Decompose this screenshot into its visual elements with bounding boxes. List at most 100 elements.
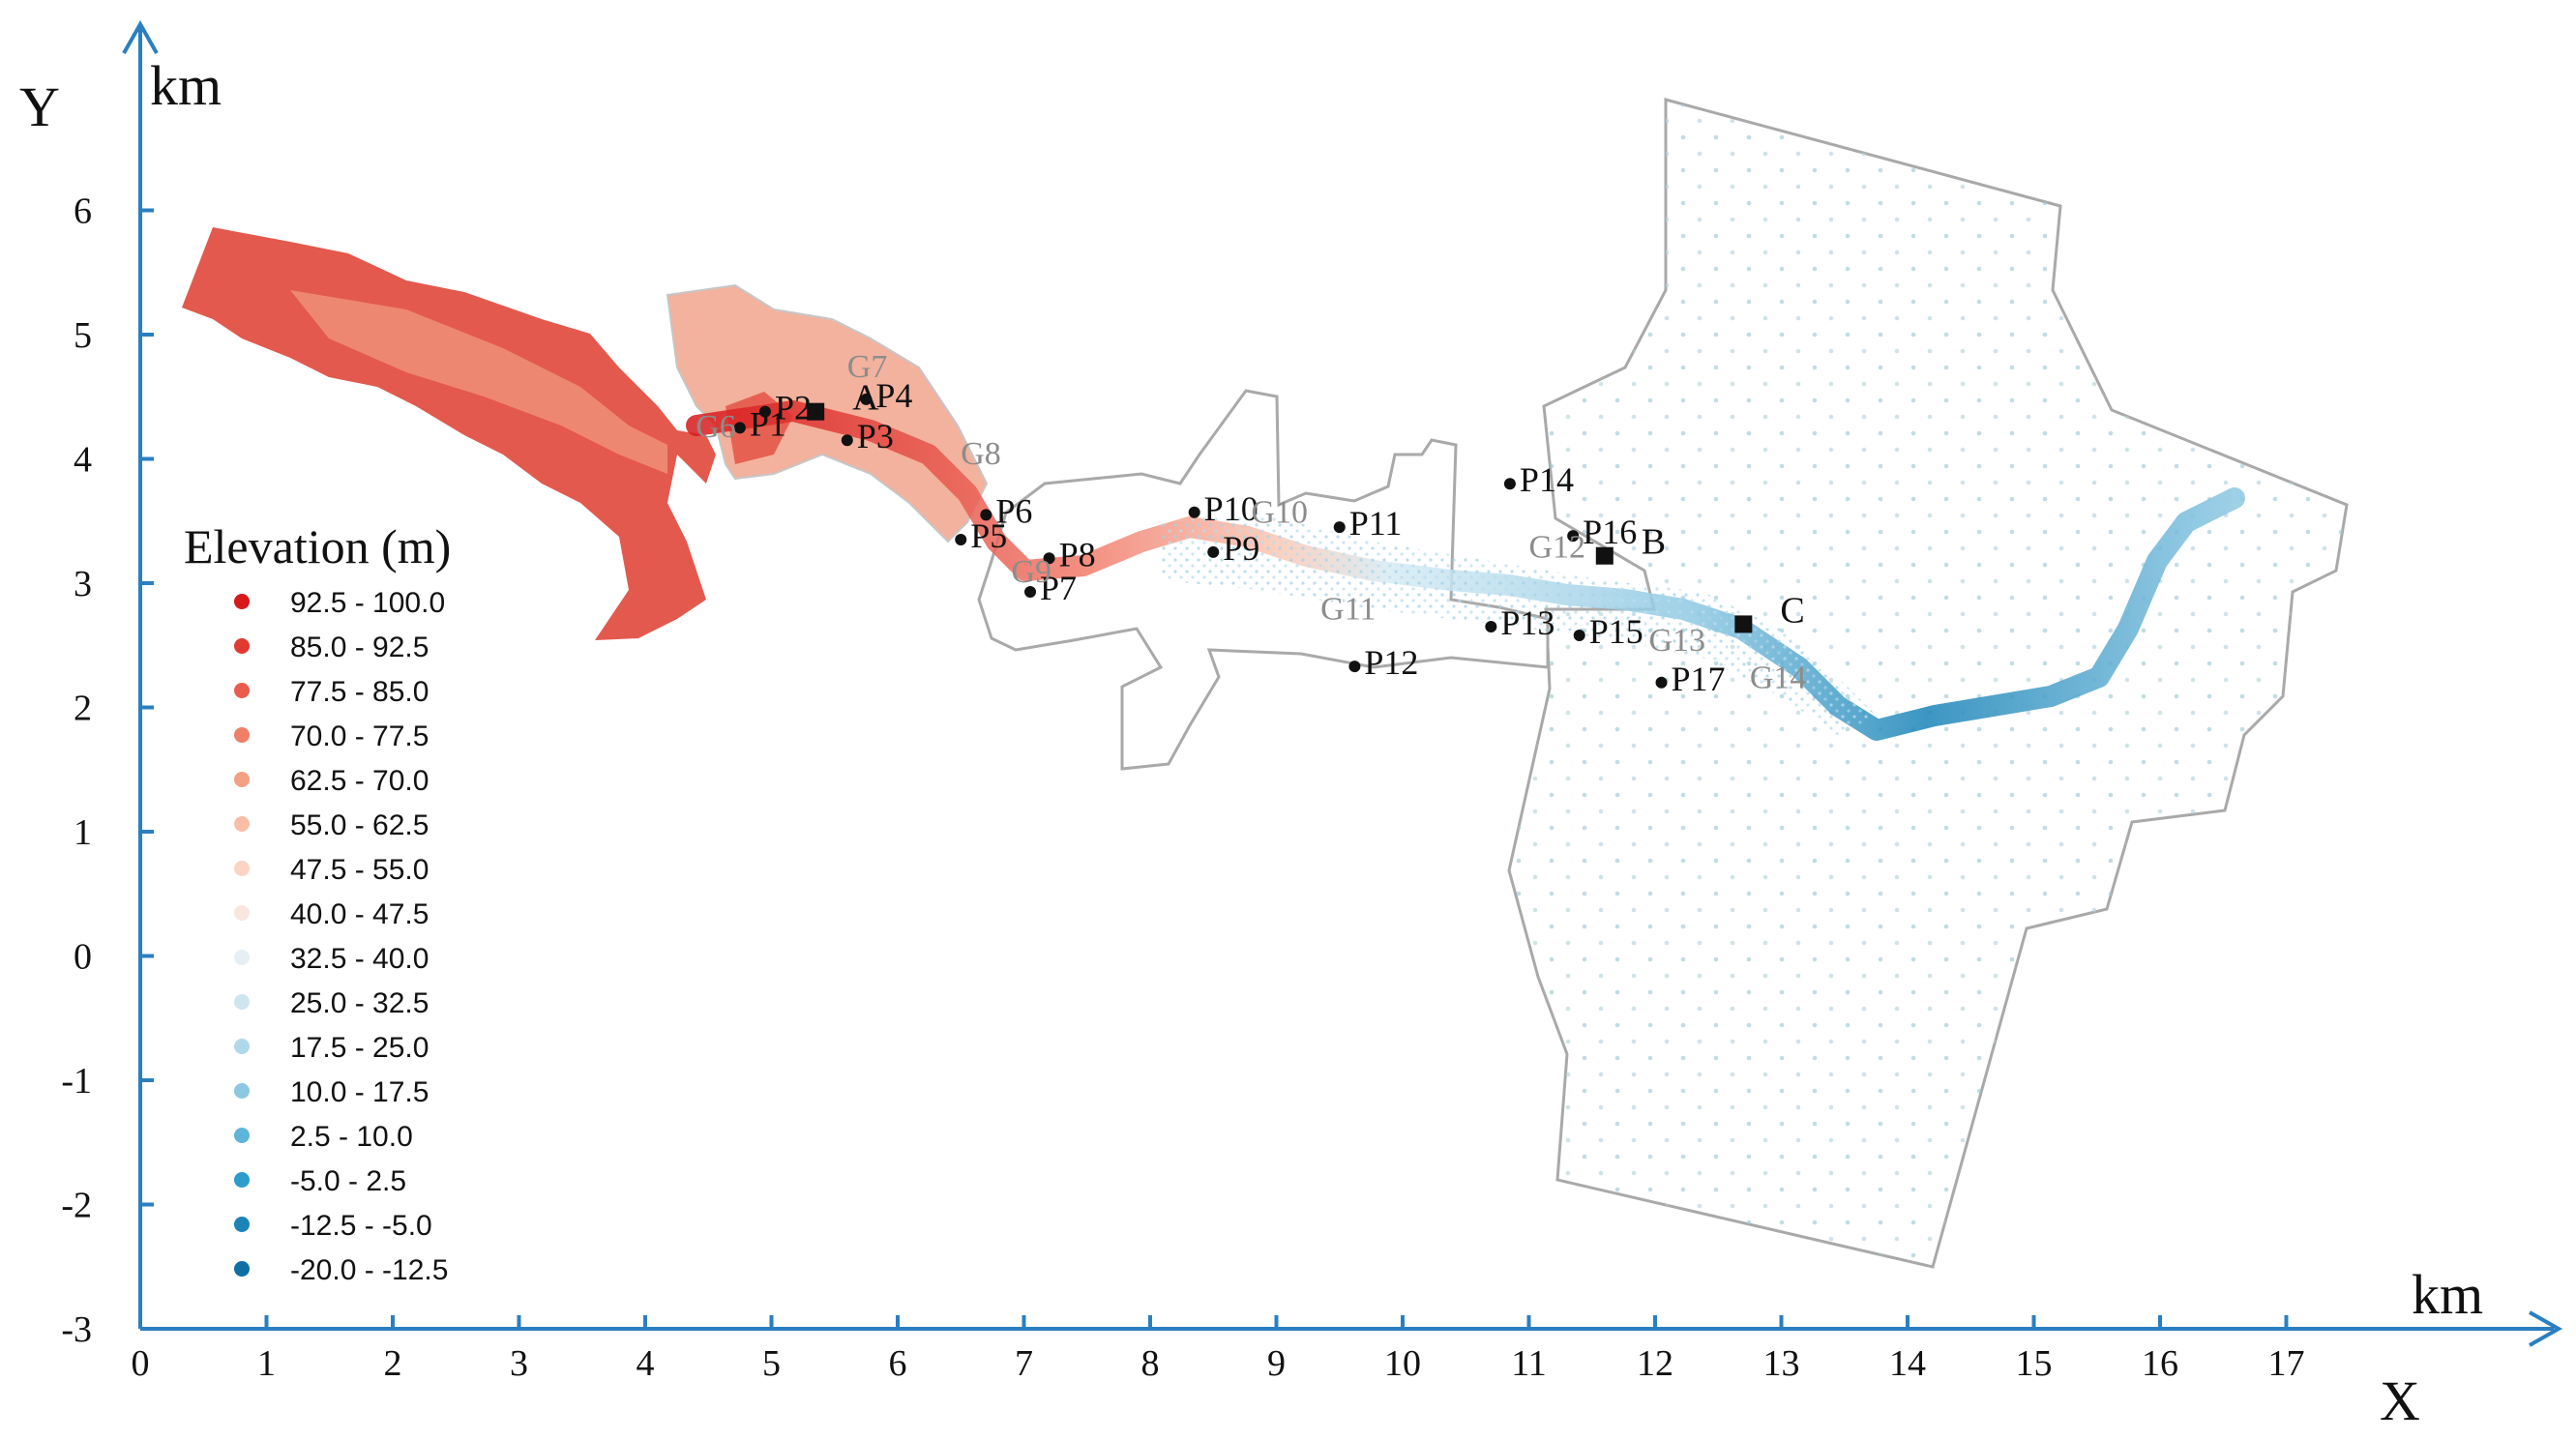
station-point xyxy=(1188,506,1200,518)
y-axis-arrow xyxy=(122,19,159,54)
station-point xyxy=(1207,545,1220,558)
x-tick-label: 7 xyxy=(1015,1343,1033,1384)
legend-swatch xyxy=(234,1128,250,1143)
y-tick-label: 2 xyxy=(74,689,92,729)
x-tick-label: 4 xyxy=(637,1343,655,1384)
gauge-label: G7 xyxy=(847,349,888,385)
x-tick-label: 15 xyxy=(2016,1343,2053,1384)
site-label: A xyxy=(852,378,879,419)
station-label: P4 xyxy=(875,376,912,415)
x-tick-label: 8 xyxy=(1141,1343,1160,1384)
legend: Elevation (m) 92.5 - 100.0 85.0 - 92.5 77.… xyxy=(184,519,451,1286)
legend-label: 47.5 - 55.0 xyxy=(290,854,429,886)
station-label: P6 xyxy=(995,491,1032,530)
y-tick-label: 3 xyxy=(74,564,92,604)
legend-label: 2.5 - 10.0 xyxy=(290,1121,413,1153)
y-tick-label: 1 xyxy=(74,812,92,853)
x-tick-label: 9 xyxy=(1267,1343,1286,1384)
legend-swatch xyxy=(234,905,250,921)
legend-label: 17.5 - 25.0 xyxy=(290,1032,429,1064)
legend-label: 62.5 - 70.0 xyxy=(290,765,429,797)
reservoir-arm xyxy=(182,227,716,640)
x-tick-label: 3 xyxy=(510,1343,528,1384)
station-label: P5 xyxy=(970,516,1007,555)
legend-swatch xyxy=(234,1039,250,1054)
legend-label: 40.0 - 47.5 xyxy=(290,898,429,930)
site-square xyxy=(1595,546,1614,565)
legend-label: -20.0 - -12.5 xyxy=(290,1254,448,1286)
x-tick-label: 1 xyxy=(257,1343,276,1384)
river-spread xyxy=(1161,513,1877,735)
y-tick-label: 0 xyxy=(74,937,92,978)
legend-label: 77.5 - 85.0 xyxy=(290,676,429,708)
station-point xyxy=(1024,585,1037,598)
legend-label: 10.0 - 17.5 xyxy=(290,1076,429,1108)
station-label: P2 xyxy=(775,389,812,427)
station-label: P14 xyxy=(1520,460,1574,499)
y-tick-label: -3 xyxy=(61,1309,92,1350)
station-label: P12 xyxy=(1364,643,1418,682)
legend-label: -5.0 - 2.5 xyxy=(290,1165,406,1197)
legend-label: 70.0 - 77.5 xyxy=(290,720,429,752)
legend-label: 25.0 - 32.5 xyxy=(290,987,429,1019)
station-label: P7 xyxy=(1040,569,1077,607)
legend-swatch xyxy=(234,594,250,609)
y-axis-title: Y xyxy=(19,75,60,138)
station-point xyxy=(980,509,992,521)
legend-swatch xyxy=(234,816,250,832)
legend-label: 85.0 - 92.5 xyxy=(290,632,429,663)
site-label: B xyxy=(1642,522,1666,563)
x-tick-label: 16 xyxy=(2142,1343,2178,1384)
x-tick-label: 12 xyxy=(1637,1343,1673,1384)
gauge-label: G12 xyxy=(1529,529,1586,565)
legend-label: -12.5 - -5.0 xyxy=(290,1210,432,1242)
station-label: P8 xyxy=(1059,535,1096,573)
station-label: P11 xyxy=(1349,504,1403,543)
legend-items: 92.5 - 100.0 85.0 - 92.5 77.5 - 85.0 70.0 -… xyxy=(234,587,448,1286)
y-tick-label: 4 xyxy=(74,440,92,481)
station-point xyxy=(1333,521,1346,534)
station-point xyxy=(1573,629,1585,641)
x-tick-label: 5 xyxy=(762,1343,781,1384)
legend-label: 32.5 - 40.0 xyxy=(290,943,429,975)
x-axis-title: X xyxy=(2380,1369,2420,1432)
legend-swatch xyxy=(234,638,250,654)
y-tick-label: 6 xyxy=(74,191,92,232)
station-point xyxy=(1043,552,1055,565)
legend-swatch xyxy=(234,1261,250,1277)
gauge-label: G11 xyxy=(1320,592,1376,628)
station-point xyxy=(733,422,746,434)
station-label: P13 xyxy=(1500,603,1554,642)
station-label: P9 xyxy=(1223,529,1259,568)
x-tick-label: 13 xyxy=(1763,1343,1800,1384)
y-tick-label: -1 xyxy=(61,1061,92,1102)
x-tick-label: 11 xyxy=(1511,1343,1547,1384)
gauge-labels: G6 G7 G8 G9 G10 G11 G12 G13 G14 xyxy=(696,349,1806,695)
legend-swatch xyxy=(234,1083,250,1099)
site-square xyxy=(1734,615,1753,633)
x-tick-label: 14 xyxy=(1889,1343,1926,1384)
site-label: C xyxy=(1780,590,1804,631)
legend-swatch xyxy=(234,861,250,876)
station-label: P16 xyxy=(1583,513,1637,551)
legend-label: 92.5 - 100.0 xyxy=(290,587,445,619)
legend-swatch xyxy=(234,683,250,698)
domain-mesh-fill xyxy=(1509,100,2347,1267)
x-tick-label: 10 xyxy=(1384,1343,1421,1384)
legend-swatch xyxy=(234,1217,250,1232)
reservoir-inner xyxy=(290,290,667,474)
station-point xyxy=(1485,620,1497,632)
x-tick-label: 0 xyxy=(132,1343,150,1384)
legend-swatch xyxy=(234,772,250,787)
x-axis-unit: km xyxy=(2412,1263,2483,1326)
station-point xyxy=(1655,676,1668,689)
legend-swatch xyxy=(234,994,250,1010)
site-markers: A B C xyxy=(807,378,1805,633)
y-axis-unit: km xyxy=(150,54,222,117)
station-point xyxy=(1348,661,1361,673)
axes: X Y km km xyxy=(19,19,2563,1432)
station-label: P17 xyxy=(1672,660,1726,698)
